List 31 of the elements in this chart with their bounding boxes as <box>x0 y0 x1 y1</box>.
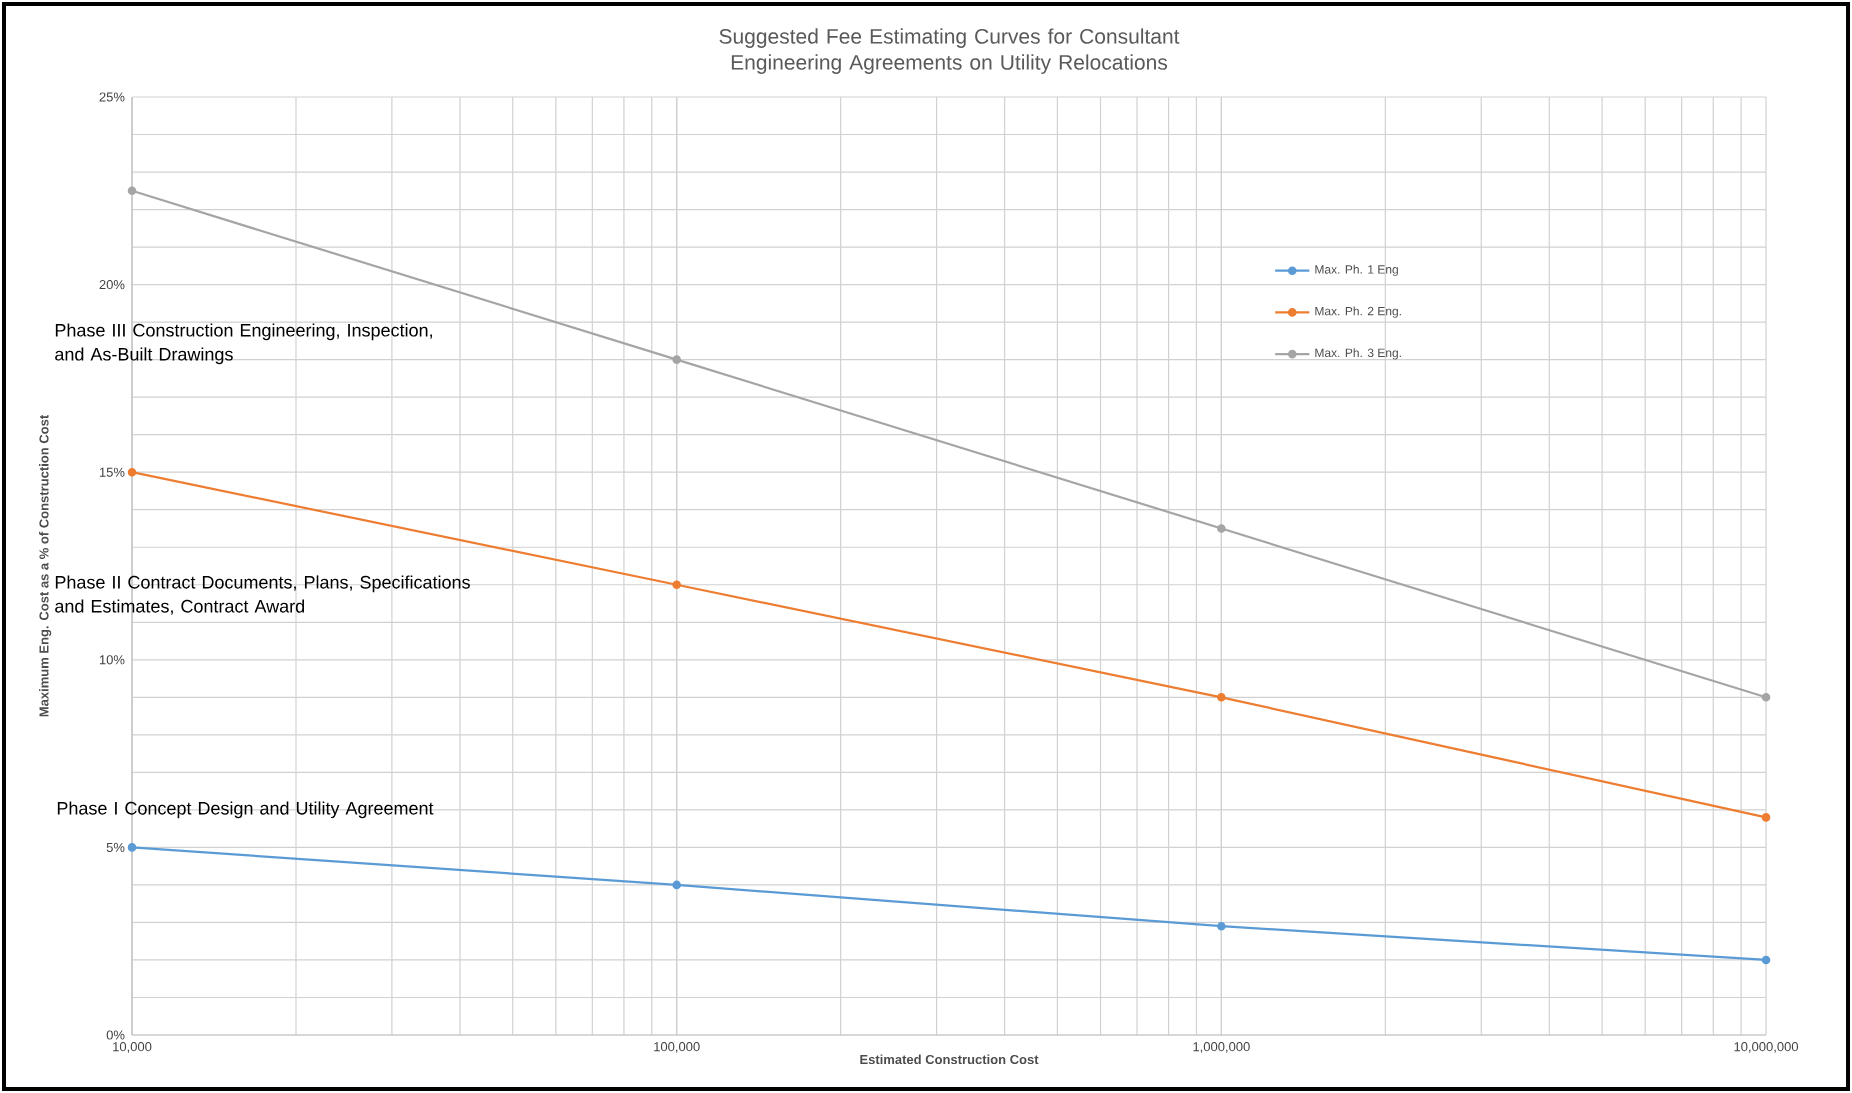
point <box>672 355 681 364</box>
y-tick-label: 20% <box>99 280 125 290</box>
x-tick-label: 10,000,000 <box>1734 1042 1799 1053</box>
chart-title: Suggested Fee Estimating Curves for Consultant Engineering Agreements on Utility Relocations <box>719 28 1180 74</box>
y-tick-label: 5% <box>106 842 125 852</box>
legend-label: Max. Ph. 1 Eng <box>1315 264 1398 277</box>
point <box>1761 813 1771 822</box>
y-axis-title: Maximum Eng. Cost as a % of Construction Cost <box>39 414 52 717</box>
y-tick-label: 25% <box>99 92 125 102</box>
annotation: Phase I Concept Design and Utility Agreement <box>57 801 434 819</box>
x-tick-label: 100,000 <box>654 1042 700 1053</box>
point <box>127 843 137 852</box>
x-tick-label: 1,000,000 <box>1193 1042 1250 1053</box>
point <box>127 186 137 196</box>
y-tick-label: 10% <box>99 655 125 665</box>
x-tick-label: 10,000 <box>113 1042 152 1053</box>
legend-label: Max. Ph. 2 Eng. <box>1315 306 1401 318</box>
point <box>672 880 681 890</box>
annotation: Phase III Construction Engineering, Inspection, and As-Built Drawings <box>55 323 432 365</box>
x-axis-title: Estimated Construction Cost <box>860 1054 1039 1065</box>
point <box>1217 524 1226 533</box>
y-tick-label: 0% <box>106 1030 125 1040</box>
point <box>672 580 681 590</box>
legend-label: Max. Ph. 3 Eng. <box>1315 348 1401 360</box>
point <box>1761 693 1771 702</box>
annotation: Phase II Contract Documents, Plans, Specifications and Estimates, Contract Award <box>55 575 470 615</box>
y-tick-label: 15% <box>99 467 125 477</box>
point <box>1761 955 1771 965</box>
point <box>1217 693 1226 702</box>
point <box>127 467 137 477</box>
point <box>1217 921 1226 931</box>
